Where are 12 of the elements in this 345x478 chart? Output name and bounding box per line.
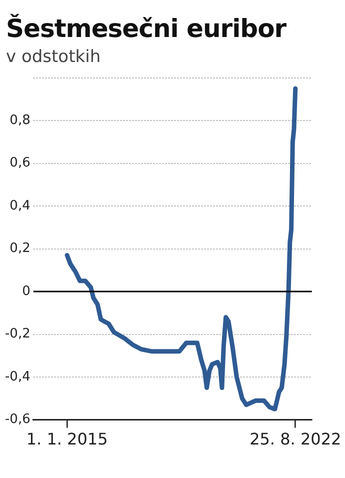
- y-tick-label: -0,2: [4, 326, 30, 342]
- y-tick-label: 0,4: [10, 198, 30, 214]
- y-tick-label: -0,6: [4, 412, 30, 428]
- y-tick-label: 0,6: [10, 156, 30, 171]
- y-tick-label: 0: [22, 284, 30, 299]
- x-tick-label: 1. 1. 2015: [26, 430, 108, 449]
- chart-subtitle: v odstotkih: [6, 47, 102, 67]
- chart-title: Šestmesečni euribor: [6, 14, 288, 43]
- y-tick-label: 0,8: [10, 112, 30, 128]
- x-tick-label: 25. 8. 2022: [250, 430, 342, 449]
- y-tick-label: 0,2: [10, 241, 30, 256]
- y-tick-label: -0,4: [4, 369, 30, 384]
